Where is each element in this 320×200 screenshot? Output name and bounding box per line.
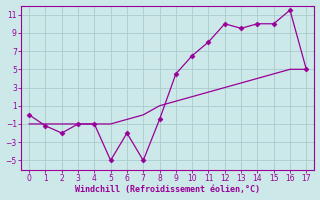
X-axis label: Windchill (Refroidissement éolien,°C): Windchill (Refroidissement éolien,°C)	[75, 185, 260, 194]
